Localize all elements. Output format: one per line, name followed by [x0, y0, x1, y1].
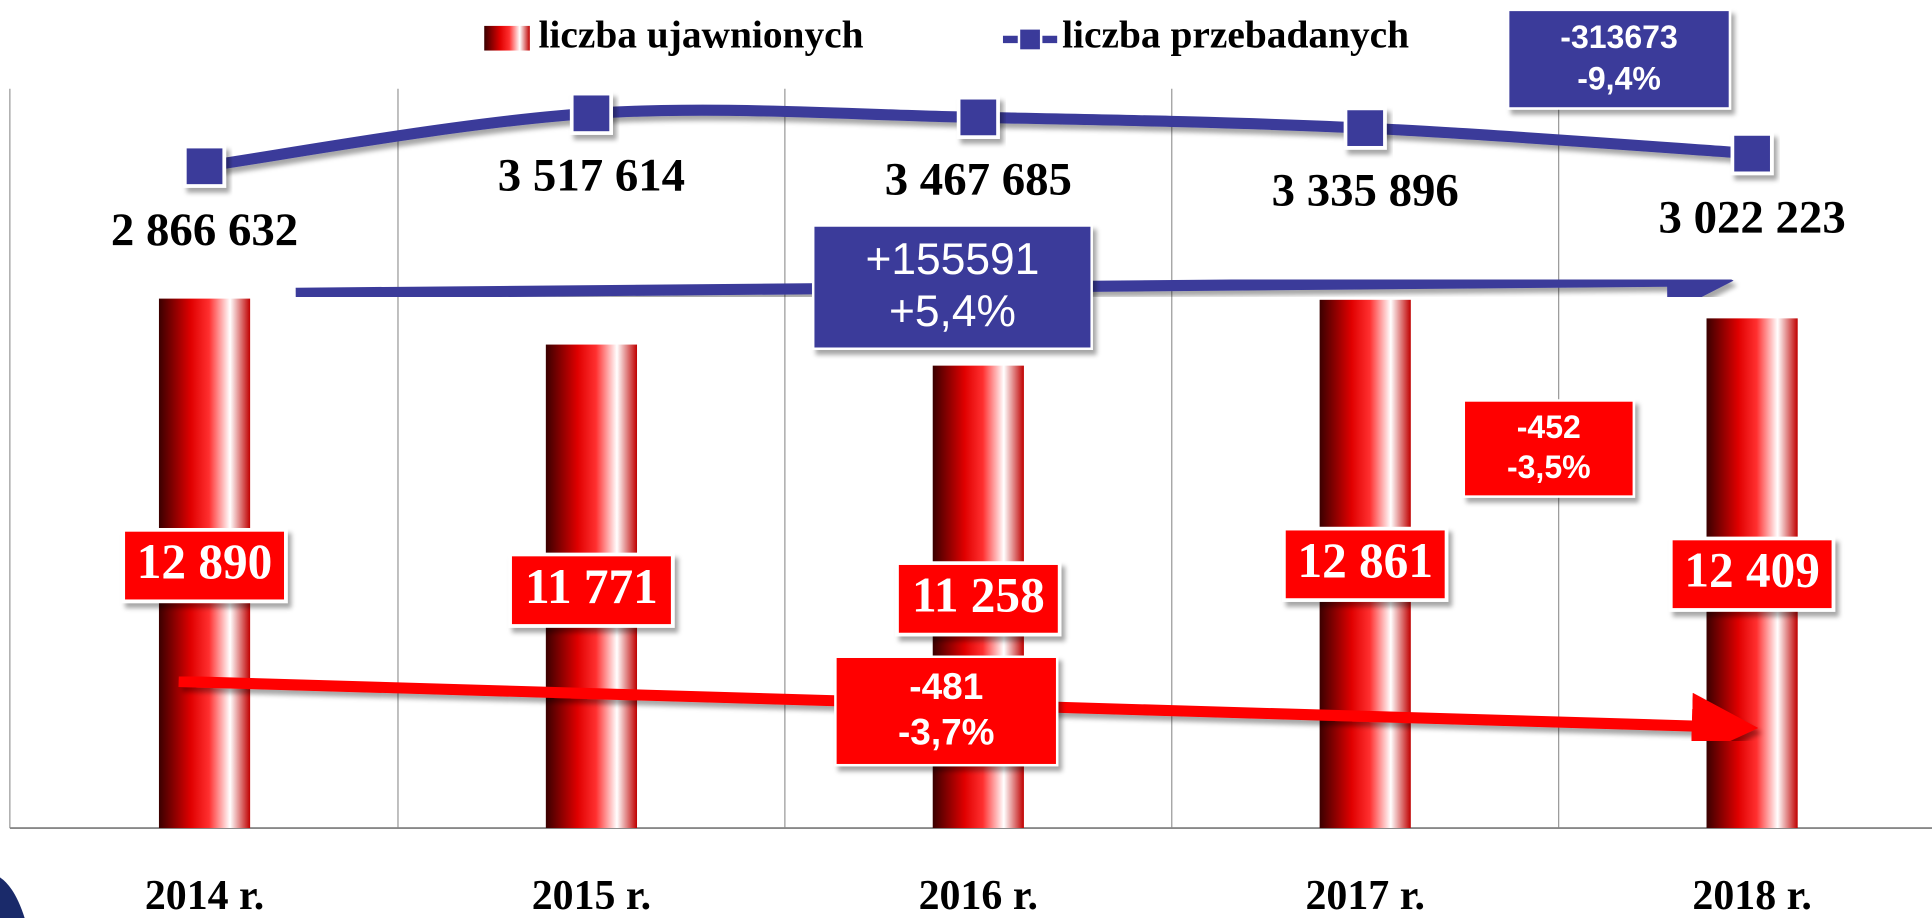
data-label-box [895, 561, 1062, 637]
legend-swatch [484, 25, 530, 51]
x-tick-label: 2016 r. [919, 873, 1038, 918]
legend-label: liczba przebadanych [1062, 12, 1409, 56]
data-label: 11 771 [525, 559, 658, 614]
data-label: 3 467 685 [885, 153, 1072, 205]
annotation-text: -9,4% [1577, 60, 1661, 96]
point [1730, 132, 1774, 176]
x-tick-label: 2018 r. [1692, 873, 1811, 918]
data-label: 12 409 [1684, 543, 1819, 598]
annotation-text: -452 [1517, 409, 1581, 445]
annotation-text: -481 [909, 666, 983, 707]
annotation-text: -313673 [1560, 19, 1677, 55]
data-label: 11 258 [912, 567, 1045, 622]
annotation-box [811, 224, 1093, 350]
legend-label: liczba ujawnionych [538, 12, 863, 56]
annotation-box [1506, 8, 1732, 110]
data-label-box [1282, 526, 1449, 602]
data-label: 3 022 223 [1658, 192, 1845, 244]
corner-decoration [0, 877, 25, 918]
data-label: 12 861 [1297, 533, 1432, 588]
data-label: 12 890 [137, 534, 272, 589]
annotation-text: +5,4% [889, 287, 1016, 336]
annotation-text: -3,7% [898, 712, 995, 753]
legend-swatch [1017, 27, 1043, 52]
point [956, 95, 1000, 139]
x-tick-label: 2014 r. [145, 873, 264, 918]
annotation-text: +155591 [866, 235, 1040, 284]
data-label: 2 866 632 [111, 204, 298, 256]
data-label-box [1668, 536, 1836, 612]
point [569, 91, 613, 135]
point [1343, 106, 1387, 150]
data-label: 3 335 896 [1272, 164, 1459, 216]
point [182, 144, 227, 188]
annotation-box [834, 655, 1059, 767]
data-label-box [121, 528, 288, 604]
data-label-box [508, 552, 675, 628]
annotation-box [1462, 399, 1636, 498]
data-label: 3 517 614 [498, 150, 685, 202]
x-tick-label: 2017 r. [1305, 873, 1424, 918]
annotation-text: -3,5% [1507, 449, 1591, 485]
x-tick-label: 2015 r. [532, 873, 651, 918]
